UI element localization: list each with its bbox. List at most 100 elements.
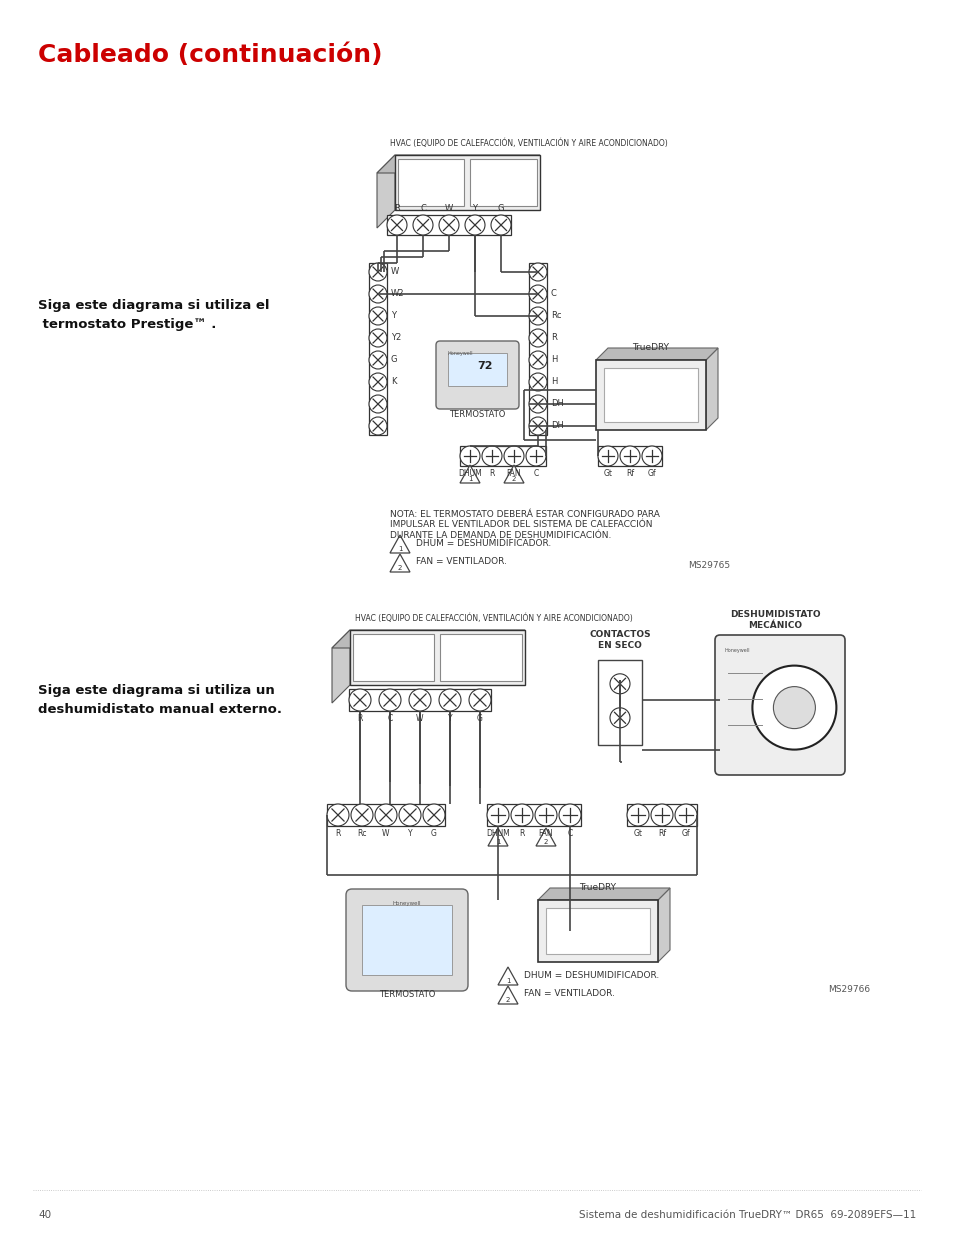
Polygon shape (497, 986, 517, 1004)
Circle shape (529, 351, 546, 369)
Text: Y: Y (447, 714, 452, 722)
Text: Rf: Rf (625, 469, 634, 478)
Text: G: G (391, 356, 397, 364)
Text: W2: W2 (391, 289, 404, 299)
Text: 72: 72 (476, 361, 493, 370)
Bar (626, 804, 697, 826)
Circle shape (349, 689, 371, 711)
Circle shape (491, 215, 511, 235)
Text: Rc: Rc (551, 311, 561, 321)
Polygon shape (459, 466, 479, 483)
Text: Gf: Gf (681, 829, 690, 839)
Bar (448, 353, 506, 387)
Text: 40: 40 (38, 1210, 51, 1220)
Circle shape (619, 446, 639, 466)
Circle shape (438, 689, 460, 711)
FancyBboxPatch shape (346, 889, 468, 990)
Text: 2: 2 (397, 564, 402, 571)
Text: DHUM = DESHUMIDIFICADOR.: DHUM = DESHUMIDIFICADOR. (523, 971, 659, 979)
Text: Gf: Gf (647, 469, 656, 478)
Bar (369, 263, 387, 435)
Polygon shape (658, 888, 669, 962)
Text: Honeywell: Honeywell (448, 352, 473, 357)
Text: G: G (476, 714, 482, 722)
Text: TrueDRY: TrueDRY (632, 343, 669, 352)
Circle shape (486, 804, 509, 826)
Polygon shape (705, 348, 718, 430)
Text: 1: 1 (467, 475, 472, 482)
Text: R: R (335, 829, 340, 839)
Circle shape (422, 804, 444, 826)
Circle shape (609, 708, 629, 727)
Circle shape (529, 417, 546, 435)
Text: FAN = VENTILADOR.: FAN = VENTILADOR. (523, 989, 615, 999)
Text: R: R (551, 333, 557, 342)
FancyBboxPatch shape (714, 635, 844, 776)
Circle shape (413, 215, 433, 235)
Circle shape (369, 285, 387, 303)
Circle shape (609, 674, 629, 694)
Text: C: C (567, 829, 572, 839)
Text: C: C (551, 289, 557, 299)
Text: C: C (419, 204, 425, 212)
Polygon shape (376, 156, 395, 228)
Bar (529, 263, 546, 435)
Text: Gt: Gt (603, 469, 612, 478)
Circle shape (351, 804, 373, 826)
Polygon shape (537, 888, 669, 900)
Text: 2: 2 (505, 997, 510, 1003)
Text: Rc: Rc (356, 829, 366, 839)
Circle shape (369, 395, 387, 412)
Polygon shape (390, 555, 410, 572)
Text: 1: 1 (397, 546, 402, 552)
Text: Gt: Gt (633, 829, 641, 839)
Text: DESHUMIDISTATO
MECÁNICO: DESHUMIDISTATO MECÁNICO (729, 610, 820, 630)
Text: R: R (394, 204, 399, 212)
Text: TERMOSTATO: TERMOSTATO (449, 410, 505, 419)
Bar (350, 630, 524, 685)
Bar (596, 359, 705, 430)
Bar (361, 905, 452, 974)
Circle shape (409, 689, 431, 711)
Circle shape (469, 689, 491, 711)
Text: Y: Y (391, 311, 395, 321)
Bar (440, 634, 521, 680)
Text: Y: Y (472, 204, 477, 212)
Circle shape (387, 215, 407, 235)
Circle shape (369, 263, 387, 282)
Text: W: W (416, 714, 423, 722)
Text: DH: DH (551, 399, 563, 409)
Text: TrueDRY: TrueDRY (578, 883, 616, 892)
Text: Siga este diagrama si utiliza un
deshumidistato manual externo.: Siga este diagrama si utiliza un deshumi… (38, 684, 282, 716)
Text: 1: 1 (505, 978, 510, 984)
Polygon shape (488, 827, 507, 846)
Bar (459, 446, 545, 466)
Text: K: K (391, 378, 396, 387)
FancyBboxPatch shape (436, 341, 518, 409)
Bar (545, 908, 649, 953)
Bar (327, 804, 444, 826)
Polygon shape (332, 630, 524, 648)
Text: G: G (497, 204, 504, 212)
Circle shape (529, 329, 546, 347)
Bar (395, 156, 539, 210)
Circle shape (535, 804, 557, 826)
Circle shape (525, 446, 545, 466)
Circle shape (369, 329, 387, 347)
Bar (537, 900, 658, 962)
Circle shape (773, 687, 815, 729)
Text: DHUM = DESHUMIDIFICADOR.: DHUM = DESHUMIDIFICADOR. (416, 538, 551, 547)
Circle shape (369, 373, 387, 391)
Bar (470, 159, 537, 206)
Circle shape (529, 373, 546, 391)
Circle shape (529, 395, 546, 412)
Polygon shape (497, 967, 517, 986)
Text: W: W (382, 829, 390, 839)
Polygon shape (536, 827, 556, 846)
Circle shape (375, 804, 396, 826)
Bar (486, 804, 580, 826)
Polygon shape (503, 466, 523, 483)
Text: 2: 2 (511, 475, 516, 482)
Text: Y2: Y2 (391, 333, 401, 342)
Text: R: R (357, 714, 362, 722)
